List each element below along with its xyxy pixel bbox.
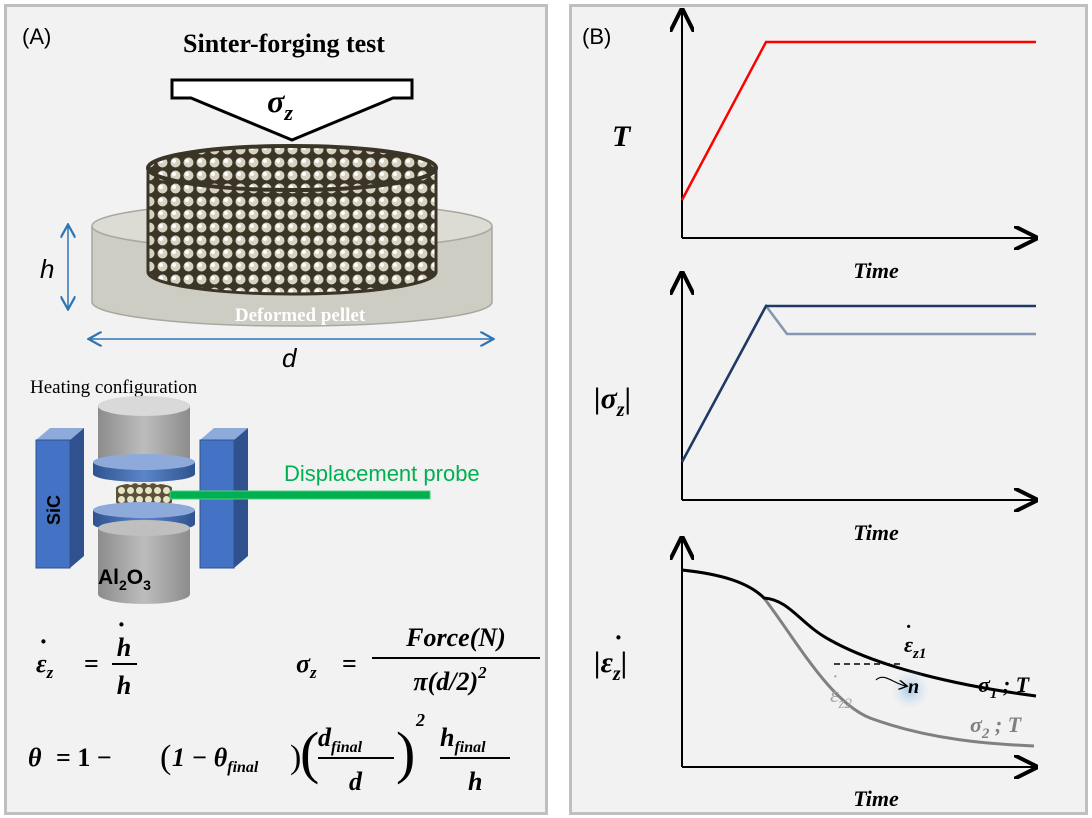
stress-lhs: σz <box>296 649 317 682</box>
svg-text:·: · <box>832 666 839 688</box>
heating-title: Heating configuration <box>30 377 198 398</box>
panel-b-label: (B) <box>582 24 611 49</box>
eps2-label: εz2 <box>830 682 853 712</box>
equals-sign: = <box>84 649 99 678</box>
svg-text:2: 2 <box>415 710 425 730</box>
stress-num: Force(N) <box>405 623 506 652</box>
svg-text:= 1 −: = 1 − <box>56 743 112 772</box>
n-highlight <box>890 670 930 710</box>
upper-spacer <box>93 454 195 482</box>
temperature-line <box>680 40 1036 201</box>
strain-rate-chart: n |εz| · εz1 · εz2 · σ1 ; T σ2 ; T Time <box>594 540 1036 811</box>
n-label: n <box>908 676 919 698</box>
upper-alumina-ram <box>98 396 190 470</box>
svg-text:·: · <box>615 623 622 652</box>
stress-line-2 <box>680 303 1036 463</box>
sic-heater-left <box>35 428 84 569</box>
stress-den: π(d/2)2 <box>413 663 487 696</box>
strain-rate-lhs: εz <box>36 649 54 682</box>
svg-text:): ) <box>396 720 415 785</box>
green-body-cylinder <box>146 144 438 296</box>
panel-a-label: (A) <box>22 24 51 49</box>
theta-paren: 1 − θfinal <box>172 743 259 776</box>
stress-chart: |σz| Time <box>594 275 1036 545</box>
d-denominator: d <box>349 767 363 796</box>
height-label: h <box>40 254 54 284</box>
h-denominator: h <box>468 767 482 796</box>
sigma1-label: σ1 ; T <box>978 672 1031 702</box>
svg-text:): ) <box>290 739 301 776</box>
density-equation: θ = 1 − ( 1 − θfinal ) ( dfinal d ) 2 hf… <box>28 710 510 796</box>
n-arrow <box>875 676 906 686</box>
svg-text:·: · <box>40 627 47 656</box>
sigma-xlabel: Time <box>853 520 899 545</box>
strain-rate-num: h <box>117 633 131 662</box>
sic-label: SiC <box>44 495 64 525</box>
svg-text:·: · <box>906 616 911 638</box>
svg-text:·: · <box>118 610 125 639</box>
panel-a <box>4 4 548 815</box>
alumina-label: Al2O3 <box>98 566 151 593</box>
d-final: dfinal <box>318 723 363 756</box>
strain-rate-den: h <box>117 671 131 700</box>
eps1-label: εz1 <box>904 632 926 662</box>
eps-ylabel: |εz| <box>594 646 627 685</box>
svg-text:=: = <box>342 649 357 678</box>
stress-equation: σz = Force(N) π(d/2)2 <box>296 623 540 696</box>
eps-xlabel: Time <box>853 786 899 811</box>
theta-lhs: θ <box>28 743 42 772</box>
stress-line-1 <box>680 304 1036 463</box>
strain-rate-curve-1 <box>681 568 1037 698</box>
pellet-label: Deformed pellet <box>235 305 366 326</box>
sigma2-label: σ2 ; T <box>970 712 1023 742</box>
t-ylabel: T <box>612 120 632 153</box>
probe-label: Displacement probe <box>284 461 480 486</box>
test-title: Sinter-forging test <box>183 29 385 58</box>
load-arrow <box>170 78 414 142</box>
h-final: hfinal <box>440 723 486 756</box>
strain-rate-equation: εz · = h · h <box>36 610 137 700</box>
temperature-chart: T Time <box>612 12 1036 283</box>
panel-b <box>569 4 1088 815</box>
sigma-ylabel: |σz| <box>594 382 631 421</box>
sample <box>116 483 172 507</box>
displacement-probe <box>169 490 431 500</box>
svg-text:(: ( <box>160 739 171 776</box>
lower-alumina-ram <box>98 520 190 604</box>
load-symbol: σz <box>267 83 293 125</box>
svg-text:(: ( <box>300 720 319 785</box>
t-xlabel: Time <box>853 258 899 283</box>
diameter-label: d <box>282 343 298 373</box>
